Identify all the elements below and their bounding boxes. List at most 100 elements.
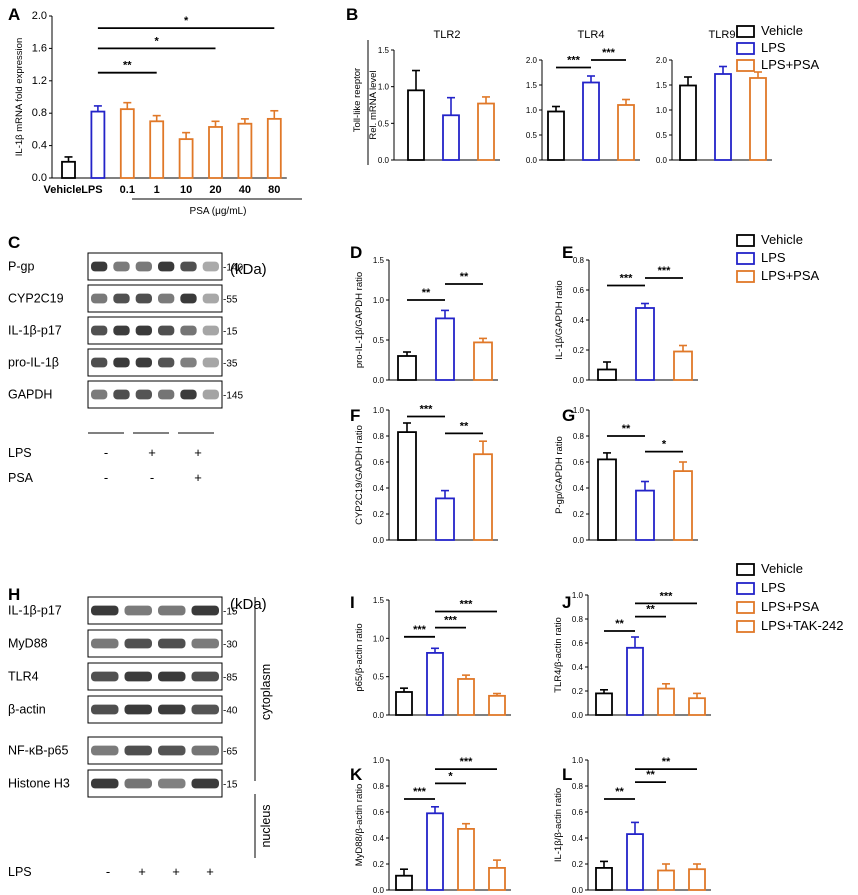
blot-band [158,261,175,272]
y-tick-label-g: 0.4 [573,484,585,493]
panel-letter-f: F [350,406,360,425]
blot-band [202,357,219,368]
y-tick-label-l: 0.0 [572,886,584,895]
bar-i-1 [426,652,444,716]
bar-k-0 [395,874,413,891]
x-tick-label-a: 80 [268,184,280,196]
y-tick-label-k: 1.0 [373,756,385,765]
x-tick-label-a: Vehicle [44,184,82,196]
blot-mw-label: -35 [223,359,238,370]
y-tick-label-b-tlr9: 1.0 [656,106,668,115]
y-tick-label-a: 1.6 [32,42,47,54]
blot-frame [87,380,223,409]
blot-band [124,605,152,616]
bar-d-1 [435,317,455,381]
treatment-sign: - [150,470,154,485]
sig-label-j: ** [615,618,624,630]
blot-band [91,704,119,715]
blot-band [158,778,186,789]
kda-label: (kDa) [230,261,267,278]
y-tick-label-b-tlr9: 2.0 [656,56,668,65]
y-axis-label-e: IL-1β/GAPDH ratio [554,280,565,359]
blot-band [91,389,108,400]
sig-label-g: ** [622,423,631,435]
bar-b-tlr4-1 [582,81,600,161]
blot-band [91,778,119,789]
blot-band [91,325,108,336]
blot-band [91,357,108,368]
blot-mw-label: -15 [223,780,238,791]
y-tick-label-e: 0.8 [573,256,585,265]
blot-band [113,357,130,368]
y-tick-label-d: 0.0 [373,376,385,385]
bar-b-tlr9-2 [749,77,767,161]
panel-letter-i: I [350,593,355,612]
sig-label-k: *** [413,786,427,798]
y-tick-label-j: 0.4 [572,663,584,672]
y-tick-label-a: 2.0 [32,10,47,22]
bar-i-0 [395,691,413,716]
blot-row-label: pro-IL-1β [8,356,59,370]
sig-label-l: ** [615,786,624,798]
blot-row-label: CYP2C19 [8,292,64,306]
y-axis-label-f: CYP2C19/GAPDH ratio [354,425,365,525]
bar-l-1 [626,833,644,891]
legend-label-0: Vehicle [761,561,803,576]
treatment-label: LPS [8,865,32,879]
blot-band [124,638,152,649]
legend-swatch-1 [736,252,755,265]
bar-a-2 [119,108,135,179]
y-tick-label-j: 0.0 [572,711,584,720]
legend-swatch-0 [736,563,755,576]
blot-band [158,638,186,649]
panel-letter-a: A [8,5,20,24]
y-tick-label-e: 0.2 [573,346,585,355]
y-tick-label-b-tlr9: 0.5 [656,131,668,140]
y-tick-label-k: 0.6 [373,808,385,817]
bar-b-tlr9-1 [714,73,732,161]
group-label-b: Toll-like reeptor [352,68,363,132]
treatment-sign: + [194,445,202,460]
kda-label: (kDa) [230,596,267,613]
blot-band [135,261,152,272]
blot-band [158,389,175,400]
bar-j-1 [626,646,644,716]
blot-band [202,325,219,336]
y-tick-label-b-tlr4: 2.0 [526,56,538,65]
y-tick-label-b-tlr4: 1.5 [526,81,538,90]
y-tick-label-f: 0.2 [373,510,385,519]
bar-a-3 [149,120,165,179]
y-tick-label-l: 0.6 [572,808,584,817]
y-tick-label-i: 0.0 [373,711,385,720]
blot-frame [87,348,223,377]
blot-row-label: IL-1β-p17 [8,604,62,618]
bar-g-1 [635,489,655,541]
y-tick-label-l: 0.4 [572,834,584,843]
blot-band [91,745,119,756]
y-tick-label-b-tlr4: 1.0 [526,106,538,115]
blot-row-label: GAPDH [8,388,52,402]
panel-letter-c: C [8,233,20,252]
legend-swatch-1 [736,42,755,55]
blot-band [158,745,186,756]
blot-band [191,671,219,682]
sig-label-i: *** [413,624,427,636]
sig-label-i: *** [460,599,474,611]
legend-label-2: LPS+PSA [761,268,820,283]
y-tick-label-b-tlr2: 1.0 [378,83,390,92]
bar-k-3 [488,867,506,891]
y-tick-label-k: 0.8 [373,782,385,791]
y-tick-label-b-tlr4: 0.0 [526,156,538,165]
y-tick-label-g: 0.0 [573,536,585,545]
blot-row-label: P-gp [8,260,34,274]
y-tick-label-f: 0.8 [373,432,385,441]
panel-letter-k: K [350,765,363,784]
sig-label-e: *** [658,265,672,277]
blot-band [191,704,219,715]
sig-label-g: * [662,439,667,451]
treatment-sign: + [138,864,146,879]
panel-letter-j: J [562,593,571,612]
blot-row-label: β-actin [8,703,46,717]
sig-label-l: ** [662,756,671,768]
blot-mw-label: -30 [223,640,238,651]
